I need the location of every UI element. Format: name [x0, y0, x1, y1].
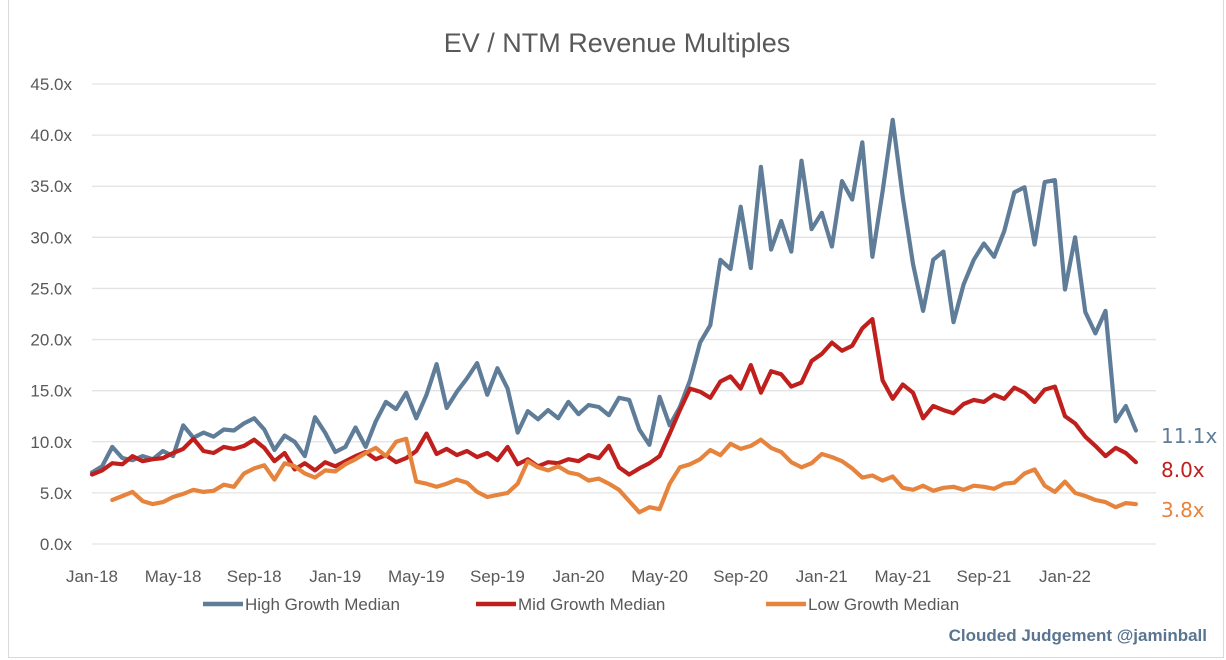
gridlines [92, 83, 1156, 545]
y-tick-label: 0.0x [40, 535, 73, 554]
x-tick-label: Sep-21 [957, 567, 1012, 586]
x-tick-label: Sep-18 [227, 567, 282, 586]
legend-label: Mid Growth Median [518, 595, 665, 614]
end-value-label: 8.0x [1161, 458, 1205, 482]
x-tick-label: Sep-19 [470, 567, 525, 586]
legend-item: High Growth Median [203, 595, 400, 614]
x-tick-label: Jan-21 [796, 567, 848, 586]
series-line-high-growth-median [89, 117, 1139, 475]
legend: High Growth Median Mid Growth Median Low G… [203, 595, 959, 614]
series-lines [89, 117, 1139, 515]
credit-text: Clouded Judgement @jaminball [949, 626, 1207, 645]
x-tick-label: May-19 [388, 567, 445, 586]
y-tick-label: 45.0x [30, 75, 72, 94]
end-value-label: 3.8x [1161, 498, 1205, 522]
series-line-mid-growth-median [89, 317, 1139, 477]
legend-label: High Growth Median [245, 595, 400, 614]
y-tick-label: 20.0x [30, 331, 72, 350]
x-tick-label: May-21 [874, 567, 931, 586]
y-axis-ticks: 0.0x 5.0x 10.0x 15.0x 20.0x 25.0x 30.0x 35.0x 40… [30, 75, 72, 554]
x-tick-label: May-20 [631, 567, 688, 586]
y-tick-label: 5.0x [40, 484, 73, 503]
x-tick-label: Jan-22 [1039, 567, 1091, 586]
end-labels: 11.1x 8.0x 3.8x [1161, 424, 1218, 522]
x-axis-ticks: Jan-18 May-18 Sep-18 Jan-19 May-19 Sep-19 Jan-… [66, 567, 1091, 586]
y-tick-label: 25.0x [30, 279, 72, 298]
end-value-label: 11.1x [1161, 424, 1218, 448]
x-tick-label: Jan-20 [553, 567, 605, 586]
y-tick-label: 30.0x [30, 228, 72, 247]
x-tick-label: Jan-19 [309, 567, 361, 586]
series-line-low-growth-median [110, 436, 1139, 515]
y-tick-label: 10.0x [30, 433, 72, 452]
y-tick-label: 15.0x [30, 382, 72, 401]
x-tick-label: Sep-20 [713, 567, 768, 586]
legend-label: Low Growth Median [808, 595, 959, 614]
legend-item: Low Growth Median [766, 595, 959, 614]
legend-item: Mid Growth Median [476, 595, 665, 614]
x-tick-label: May-18 [145, 567, 202, 586]
chart-frame [8, 0, 1224, 658]
y-tick-label: 35.0x [30, 177, 72, 196]
chart-title: EV / NTM Revenue Multiples [444, 28, 791, 58]
y-tick-label: 40.0x [30, 126, 72, 145]
x-tick-label: Jan-18 [66, 567, 118, 586]
